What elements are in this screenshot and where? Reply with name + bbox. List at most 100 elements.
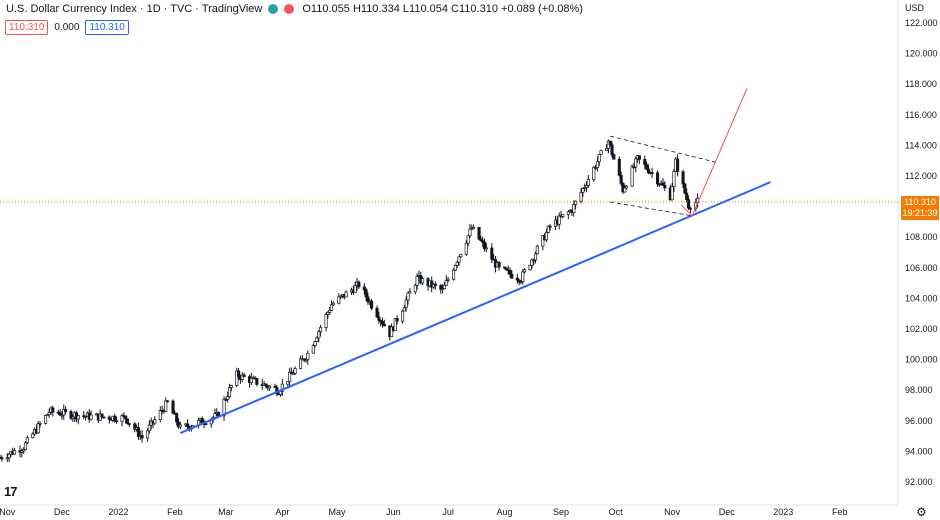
candle-body — [273, 385, 277, 388]
candle-body — [548, 225, 552, 228]
time-tick-label: 2023 — [773, 507, 793, 517]
time-tick-label: Sep — [553, 507, 569, 517]
candle-body — [455, 261, 459, 266]
candle-body — [226, 396, 230, 400]
candle-body — [313, 341, 317, 347]
candle-body — [237, 370, 241, 378]
time-tick-label: Dec — [54, 507, 71, 517]
candle-body — [291, 373, 295, 375]
currency-label[interactable]: USD — [905, 3, 925, 13]
time-tick-label: Feb — [167, 507, 183, 517]
candle-body — [147, 424, 151, 432]
candle-body — [36, 423, 40, 434]
candle-body — [158, 410, 162, 420]
candle-body — [124, 415, 128, 420]
candle-body — [224, 398, 228, 401]
candle-body — [457, 256, 461, 263]
candle-body — [541, 235, 545, 247]
candle-body — [523, 269, 527, 273]
candle-body — [38, 423, 42, 425]
badge-sell-price[interactable]: 110.310 — [5, 20, 49, 35]
candle-body — [390, 326, 394, 338]
channel-upper-line — [610, 135, 716, 163]
candle-body — [102, 416, 106, 419]
symbol-title[interactable]: U.S. Dollar Currency Index · 1D · TVC · … — [6, 3, 263, 15]
last-price-tag: 110.310 19:21:39 — [901, 196, 939, 220]
candle-body — [58, 412, 62, 416]
candle-body — [76, 415, 80, 420]
last-price-value: 110.310 — [904, 197, 936, 207]
replay-icon[interactable] — [284, 4, 295, 14]
candle-body — [136, 427, 140, 437]
candle-body — [140, 435, 144, 439]
candle-body — [686, 199, 691, 209]
candle-body — [145, 430, 150, 439]
candle-body — [337, 296, 341, 304]
candle-body — [583, 186, 587, 189]
low-label: L — [402, 3, 410, 15]
time-tick-label: Oct — [609, 507, 624, 517]
time-tick-label: Dec — [719, 507, 736, 517]
price-tick-label: 116.000 — [905, 110, 937, 120]
candle-body — [328, 310, 332, 313]
candle-body — [395, 318, 399, 322]
price-tick-label: 112.000 — [905, 171, 937, 181]
close-value: 110.310 — [459, 3, 498, 15]
candle-body — [353, 285, 357, 294]
candle-body — [293, 368, 297, 374]
drawings[interactable] — [0, 88, 898, 434]
candle-body — [326, 312, 330, 315]
candle-body — [519, 281, 523, 284]
candle-body — [663, 185, 667, 189]
symbol-legend: U.S. Dollar Currency Index · 1D · TVC · … — [6, 3, 583, 15]
candle-body — [634, 158, 638, 168]
candle-body — [517, 279, 521, 283]
candle-body — [315, 337, 319, 342]
candle-body — [468, 228, 472, 237]
candle-body — [477, 226, 481, 240]
candle-body — [484, 247, 488, 250]
time-tick-label: May — [328, 507, 346, 517]
candle-body — [408, 291, 412, 294]
price-tick-label: 106.000 — [905, 263, 938, 273]
candle-body — [268, 385, 272, 389]
price-tick-label: 96.000 — [905, 416, 933, 426]
candle-body — [113, 415, 117, 421]
price-tick-label: 100.000 — [905, 355, 938, 365]
candle-body — [7, 453, 11, 459]
candle-body — [650, 172, 654, 174]
candle-body — [25, 437, 29, 444]
candle-body — [344, 291, 348, 298]
candle-body — [557, 215, 561, 225]
time-tick-label: Jul — [442, 507, 454, 517]
candle-body — [442, 284, 446, 290]
close-label: C — [451, 3, 459, 15]
price-axis[interactable]: 122.000 120.000 118.000 116.000 114.000 112.0… — [905, 18, 938, 487]
candle-body — [324, 314, 328, 328]
support-trend-line — [179, 181, 771, 434]
candle-body — [581, 188, 585, 193]
candle-body — [329, 304, 334, 311]
candle-body — [646, 168, 651, 174]
candle-body — [89, 414, 93, 420]
candle-body — [362, 286, 366, 291]
badge-buy-price[interactable]: 110.310 — [85, 20, 129, 35]
tradingview-logo[interactable]: 17 — [4, 484, 18, 499]
candle-body — [331, 302, 335, 306]
candle-body — [459, 253, 463, 258]
candle-body — [566, 211, 570, 215]
candles — [0, 139, 700, 463]
time-axis[interactable]: Nov Dec 2022 Feb Mar Apr May Jun Jul Aug Sep Oct Nov… — [0, 507, 847, 517]
candle-body — [382, 323, 386, 327]
candle-body — [683, 183, 687, 194]
candle-body — [497, 262, 501, 268]
gear-icon[interactable]: ⚙ — [916, 505, 927, 519]
candle-body — [153, 419, 157, 424]
candle-body — [656, 172, 660, 185]
candle-body — [235, 370, 239, 386]
candle-body — [380, 320, 385, 325]
candle-body — [69, 411, 73, 419]
candle-body — [592, 166, 596, 180]
candle-body — [84, 415, 88, 418]
